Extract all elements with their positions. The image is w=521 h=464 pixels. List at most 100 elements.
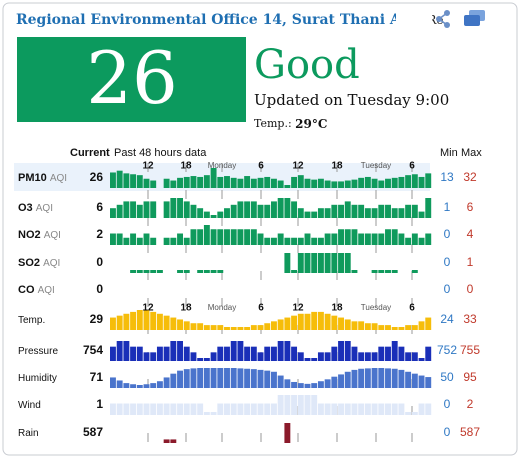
spark-bar xyxy=(123,201,130,218)
row-name: Temp. xyxy=(18,315,45,326)
spark-bar xyxy=(163,403,170,415)
spark-bar xyxy=(358,352,365,361)
spark-bar xyxy=(210,412,217,415)
spark-bar xyxy=(271,371,277,388)
spark-bar xyxy=(150,270,157,273)
spark-bar xyxy=(150,352,157,361)
spark-bar xyxy=(344,371,351,388)
spark-bar xyxy=(230,327,237,330)
spark-bar xyxy=(331,403,338,415)
spark-bar xyxy=(170,403,177,415)
spark-bar xyxy=(364,208,371,218)
spark-bar xyxy=(331,233,338,245)
spark-bar xyxy=(324,403,331,415)
spark-bar xyxy=(116,403,123,415)
spark-bar xyxy=(244,176,251,188)
spark-bar xyxy=(183,403,190,415)
window-icon[interactable] xyxy=(464,10,485,26)
time-label: Monday xyxy=(208,161,236,170)
spark-bar xyxy=(190,204,197,218)
spark-bar xyxy=(123,341,130,361)
spark-bar xyxy=(136,270,143,273)
spark-bar xyxy=(405,325,412,330)
spark-bar xyxy=(425,233,432,245)
spark-bar xyxy=(264,403,271,415)
row-max: 95 xyxy=(463,370,477,384)
spark-bar xyxy=(143,233,150,245)
row-name: NO2 xyxy=(18,229,41,241)
spark-bar xyxy=(116,170,123,188)
spark-bar xyxy=(190,403,197,415)
spark-bar xyxy=(277,375,284,388)
spark-bar xyxy=(170,180,177,188)
spark-bar xyxy=(150,201,157,218)
spark-bar xyxy=(116,315,123,330)
spark-bar xyxy=(385,346,391,361)
row-name: O3 xyxy=(18,202,33,214)
spark-bar xyxy=(338,317,344,330)
spark-bar xyxy=(217,346,224,361)
spark-bar xyxy=(197,403,204,415)
spark-bar xyxy=(190,323,197,330)
spark-bar xyxy=(398,233,405,245)
spark-bar xyxy=(250,325,257,330)
spark-bar xyxy=(277,319,284,330)
aqi-value: 26 xyxy=(86,36,178,120)
head-past: Past 48 hours data xyxy=(114,147,207,159)
spark-bar xyxy=(224,208,230,218)
spark-bar xyxy=(411,412,418,415)
spark-bar xyxy=(304,211,311,218)
share-icon[interactable] xyxy=(436,10,450,28)
row-min: 13 xyxy=(440,170,454,184)
spark-bar xyxy=(398,369,405,388)
spark-bar xyxy=(411,270,418,273)
row-max: 6 xyxy=(467,200,474,214)
spark-bar xyxy=(338,181,344,188)
spark-bar xyxy=(284,423,291,443)
row-label: CO AQI xyxy=(18,284,55,296)
spark-bar xyxy=(163,439,170,443)
spark-bar xyxy=(116,380,123,388)
spark-bar xyxy=(203,211,210,218)
spark-bar xyxy=(311,253,318,273)
spark-bar xyxy=(177,177,183,188)
spark-bar xyxy=(230,229,237,245)
spark-bar xyxy=(110,346,116,361)
time-label: Monday xyxy=(208,303,236,312)
spark-bar xyxy=(364,403,371,415)
spark-bar xyxy=(230,341,237,361)
row-label: PM10 AQI xyxy=(18,172,67,184)
row-unit: AQI xyxy=(50,173,67,184)
spark-bar xyxy=(177,319,183,330)
spark-bar xyxy=(110,172,116,188)
spark-bar xyxy=(190,352,197,361)
spark-bar xyxy=(371,270,378,273)
spark-bar xyxy=(358,177,365,188)
title-text: Regional Environmental Office 14, Surat … xyxy=(16,12,420,28)
spark-bar xyxy=(385,178,391,188)
row-min: 50 xyxy=(440,370,454,384)
spark-bar xyxy=(351,204,358,218)
spark-bar xyxy=(338,341,344,361)
spark-bar xyxy=(177,341,183,361)
spark-bar xyxy=(183,346,190,361)
spark-bar xyxy=(338,204,344,218)
spark-bar xyxy=(257,369,264,388)
spark-bar xyxy=(116,341,123,361)
spark-bar xyxy=(418,321,425,330)
spark-bar xyxy=(150,403,157,415)
spark-bar xyxy=(344,201,351,218)
spark-bar xyxy=(163,315,170,330)
spark-bar xyxy=(398,346,405,361)
spark-bar xyxy=(425,173,432,188)
spark-bar xyxy=(183,369,190,388)
spark-bar xyxy=(230,368,237,388)
spark-bar xyxy=(177,403,183,415)
spark-bar xyxy=(271,403,277,415)
spark-bar xyxy=(170,341,177,361)
spark-bar xyxy=(203,358,210,361)
spark-bar xyxy=(317,403,324,415)
spark-bar xyxy=(264,237,271,245)
spark-bar xyxy=(250,229,257,245)
